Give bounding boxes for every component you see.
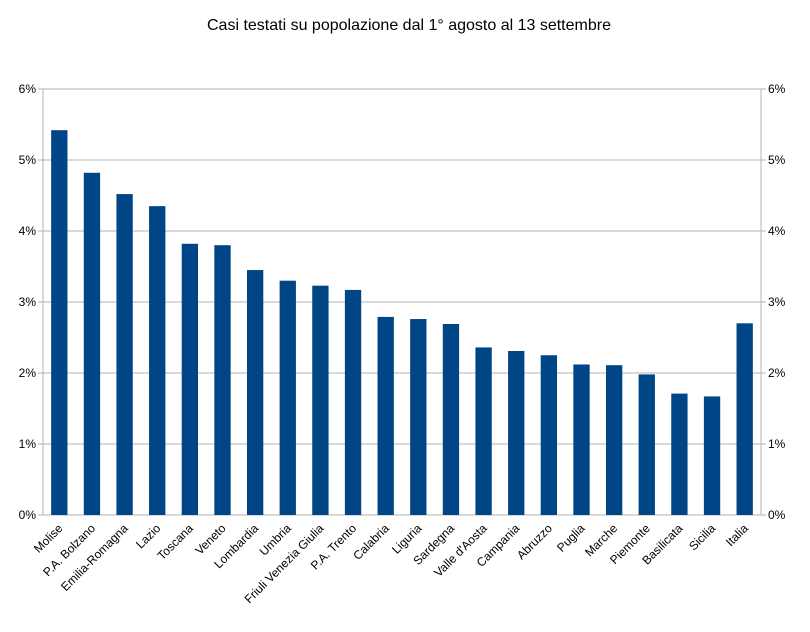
y-tick-label-left: 2% (19, 366, 37, 380)
bar (410, 319, 427, 515)
y-tick-label-right: 0% (768, 508, 786, 522)
x-tick-label: Abruzzo (514, 521, 555, 562)
bar (508, 350, 525, 515)
y-tick-label-right: 2% (768, 366, 786, 380)
gridlines (38, 88, 766, 516)
y-tick-label-right: 6% (768, 82, 786, 96)
x-tick-label: Toscana (154, 521, 196, 563)
bar (703, 396, 721, 515)
bar (116, 194, 133, 515)
y-tick-label-left: 1% (19, 437, 37, 451)
y-tick-label-left: 5% (19, 153, 37, 167)
y-tick-label-left: 6% (19, 82, 37, 96)
y-axis-left-ticks: 0% 1% 2% 3% 4% 5% 6% (19, 82, 37, 522)
axes (42, 89, 762, 515)
bar (51, 130, 68, 515)
bar (736, 323, 753, 515)
bar (475, 347, 492, 515)
bar (540, 355, 558, 515)
bar (671, 393, 688, 515)
bar (638, 374, 655, 515)
bars (51, 130, 753, 515)
bar (246, 270, 264, 515)
bar (181, 243, 199, 515)
x-tick-label: Italia (723, 521, 751, 549)
bar (83, 172, 101, 515)
bar (605, 365, 623, 515)
y-tick-label-left: 3% (19, 295, 37, 309)
bar (149, 206, 166, 515)
y-tick-label-right: 3% (768, 295, 786, 309)
y-tick-label-right: 1% (768, 437, 786, 451)
bar (442, 324, 460, 515)
y-tick-label-right: 5% (768, 153, 786, 167)
bar (377, 316, 394, 515)
y-tick-label-left: 0% (19, 508, 37, 522)
bar (279, 280, 296, 515)
x-tick-label: Lazio (133, 521, 163, 551)
chart-title: Casi testati su popolazione dal 1° agost… (207, 17, 611, 34)
y-axis-right-ticks: 0% 1% 2% 3% 4% 5% 6% (768, 82, 786, 522)
bar (214, 245, 231, 515)
y-tick-label-left: 4% (19, 224, 37, 238)
bar (312, 285, 329, 515)
bar (573, 364, 590, 515)
x-tick-label: Calabria (350, 521, 392, 563)
y-tick-label-right: 4% (768, 224, 786, 238)
bar (344, 289, 362, 515)
x-tick-label: Sicilia (686, 521, 718, 553)
